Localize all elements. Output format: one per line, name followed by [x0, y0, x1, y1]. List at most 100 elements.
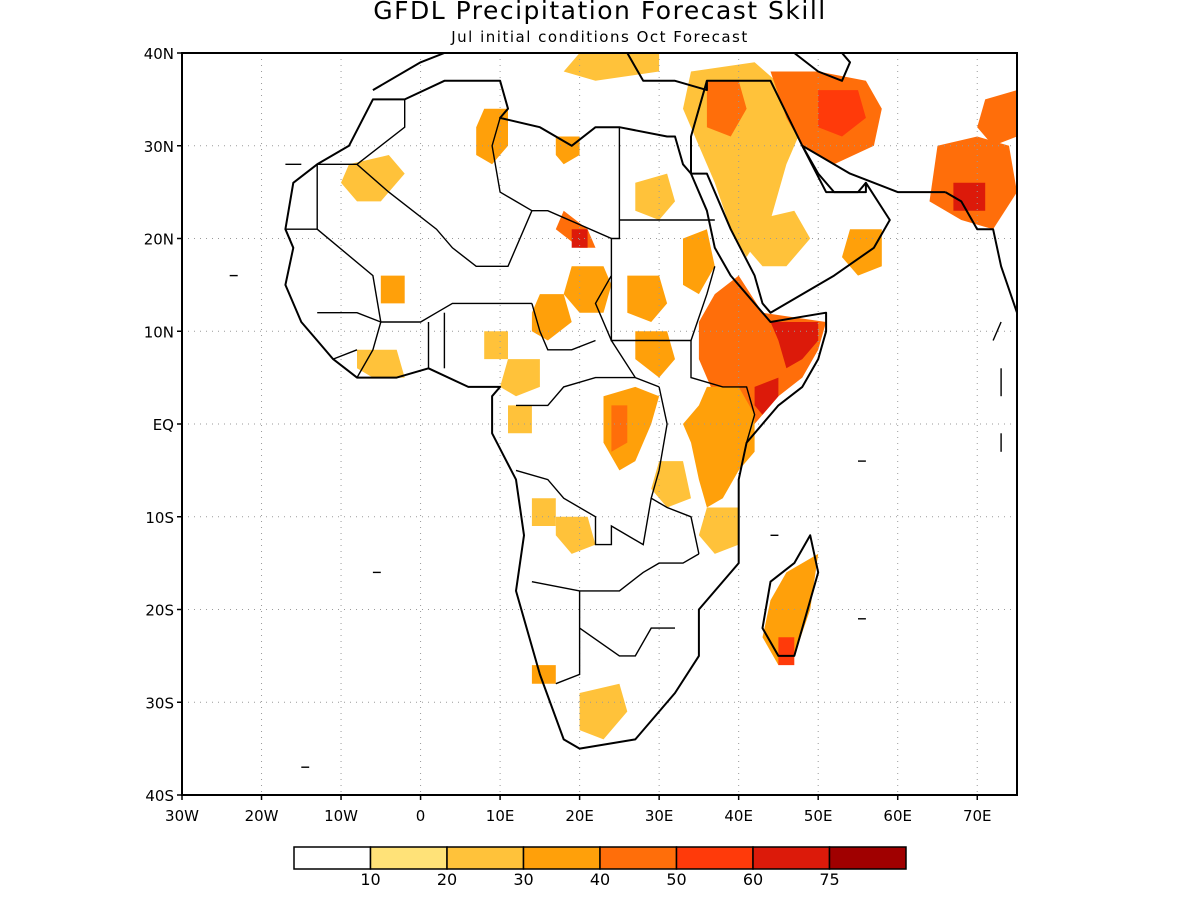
skill-region-nigeria-east	[484, 331, 508, 360]
skill-region-red-sea	[683, 229, 715, 295]
skill-region-sudan-mid	[563, 266, 612, 313]
country-border	[356, 321, 382, 378]
skill-region-somalia-horn	[770, 322, 819, 369]
skill-region-cameroon	[500, 359, 540, 397]
lon-tick-label: 60E	[883, 807, 912, 825]
coastline-caspian	[793, 53, 851, 82]
skill-region-india-north	[977, 90, 1017, 146]
lat-tick-label: 10N	[144, 323, 174, 341]
country-border	[491, 117, 533, 212]
colorbar-swatch	[752, 846, 831, 870]
colorbar-swatch	[599, 846, 678, 870]
country-border	[579, 627, 675, 657]
lat-tick-label: 30S	[145, 694, 174, 712]
plot-frame	[181, 52, 1018, 796]
country-border	[531, 303, 596, 351]
grid-layer	[182, 53, 1017, 795]
coastline-mediterranean-north	[372, 53, 445, 91]
lon-tick-label: 50E	[804, 807, 833, 825]
country-border	[515, 469, 652, 546]
colorbar-swatch	[675, 846, 754, 870]
skill-region-mozambique	[698, 507, 739, 554]
skill-region-zambia	[555, 516, 596, 554]
lon-tick-label: 70E	[963, 807, 992, 825]
country-border	[516, 376, 636, 407]
skill-region-madagascar-red	[778, 637, 795, 666]
lat-tick-label: 10S	[145, 509, 174, 527]
skill-region-south-sudan	[635, 331, 675, 378]
coastline-arabia	[690, 79, 891, 314]
skill-region-arabia-south	[746, 210, 811, 267]
country-border	[611, 127, 621, 240]
longitude-tick-labels: 30W 20W 10W 0 10E 20E 30E 40E 50E 60E 70E	[165, 795, 992, 825]
skill-region-madagascar	[762, 553, 819, 666]
skill-region-tanzania	[651, 461, 691, 508]
coastline-turkey-coast	[626, 53, 708, 92]
skill-region-angola-coast	[531, 498, 556, 526]
colorbar-swatch	[522, 846, 601, 870]
lat-tick-label: 40N	[144, 45, 174, 63]
country-border	[690, 340, 756, 443]
colorbar-swatch	[446, 846, 525, 870]
skill-region-namibia-coast	[531, 665, 556, 684]
skill-region-mediterranean-north	[563, 53, 660, 81]
skill-region-gabon-congo	[508, 405, 532, 434]
lat-tick-label: 20S	[145, 602, 174, 620]
colorbar-level-label: 60	[743, 870, 763, 889]
colorbar-level-label: 75	[819, 870, 839, 889]
country-border	[316, 228, 532, 323]
colorbar-level-label: 10	[360, 870, 380, 889]
skill-region-iran-core	[818, 90, 866, 137]
country-border-layer	[285, 99, 756, 685]
coastline-india-coast	[944, 191, 1017, 314]
skill-region-south-africa	[579, 683, 628, 740]
colorbar-level-label: 30	[513, 870, 533, 889]
skill-region-mali-south	[380, 275, 405, 304]
skill-shading-layer	[341, 53, 1017, 740]
lat-tick-label: 40S	[145, 787, 174, 805]
colorbar-level-label: 40	[590, 870, 610, 889]
colorbar: 10 20 30 40 50 60 75	[293, 846, 907, 889]
coastline-persian-gulf	[801, 145, 867, 194]
skill-region-india-cap	[953, 182, 986, 211]
skill-region-car-west	[531, 294, 572, 341]
lat-tick-label: EQ	[153, 416, 174, 434]
country-border	[332, 349, 358, 360]
country-border	[531, 553, 700, 592]
coastline-iran-coast	[801, 144, 946, 194]
lon-tick-label: 30W	[165, 807, 199, 825]
skill-region-libya-north	[476, 108, 508, 165]
country-border	[317, 312, 382, 323]
skill-region-kenya-coast-red	[754, 377, 779, 415]
island-outline	[992, 321, 1002, 341]
skill-region-levant	[706, 80, 747, 137]
colorbar-level-label: 20	[437, 870, 457, 889]
lon-tick-label: 10W	[324, 807, 358, 825]
coastline-africa	[284, 79, 828, 750]
lon-tick-label: 0	[416, 807, 426, 825]
country-border	[356, 99, 406, 165]
lon-tick-label: 40E	[724, 807, 753, 825]
chart-title: GFDL Precipitation Forecast Skill	[373, 0, 827, 25]
skill-region-darfur-east	[627, 275, 668, 322]
skill-region-congo-core	[611, 405, 628, 452]
coastline-layer	[229, 53, 1017, 768]
coastline-madagascar	[761, 534, 820, 657]
skill-region-libya-east	[555, 136, 580, 165]
lon-tick-label: 30E	[645, 807, 674, 825]
lon-tick-label: 20W	[245, 807, 279, 825]
skill-region-chad-cap	[571, 229, 588, 248]
lon-tick-label: 10E	[486, 807, 515, 825]
chart-subtitle: Jul initial conditions Oct Forecast	[451, 28, 749, 46]
lat-tick-label: 20N	[144, 231, 174, 249]
skill-region-east-africa-coast	[683, 386, 755, 508]
lat-tick-label: 30N	[144, 138, 174, 156]
lon-tick-label: 20E	[565, 807, 594, 825]
colorbar-swatch	[293, 846, 372, 870]
skill-region-egypt-libya-east	[635, 173, 675, 220]
colorbar-level-label: 50	[666, 870, 686, 889]
latitude-tick-labels: 40N 30N 20N 10N EQ 10S 20S 30S 40S	[144, 45, 182, 805]
colorbar-swatch	[828, 846, 907, 870]
colorbar-swatch	[369, 846, 448, 870]
